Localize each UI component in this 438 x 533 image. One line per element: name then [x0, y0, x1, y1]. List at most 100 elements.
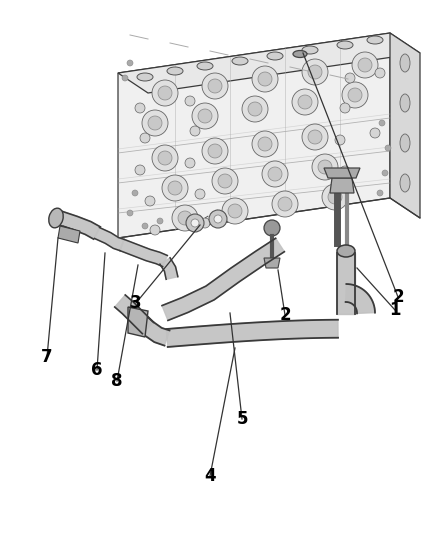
Circle shape	[272, 191, 298, 217]
Polygon shape	[390, 33, 420, 218]
Circle shape	[185, 158, 195, 168]
Circle shape	[192, 103, 218, 129]
Polygon shape	[160, 258, 178, 279]
Circle shape	[214, 215, 222, 223]
Circle shape	[208, 79, 222, 93]
Circle shape	[242, 96, 268, 122]
Circle shape	[264, 220, 280, 236]
Circle shape	[127, 210, 133, 216]
Circle shape	[379, 120, 385, 126]
Text: 1: 1	[389, 301, 401, 319]
Polygon shape	[58, 226, 80, 243]
Text: 3: 3	[130, 294, 142, 312]
Polygon shape	[330, 178, 354, 193]
Circle shape	[162, 175, 188, 201]
Circle shape	[252, 66, 278, 92]
Polygon shape	[118, 33, 420, 93]
Circle shape	[335, 135, 345, 145]
Circle shape	[318, 160, 332, 174]
Circle shape	[312, 154, 338, 180]
Polygon shape	[115, 295, 154, 334]
Polygon shape	[166, 320, 338, 347]
Circle shape	[348, 88, 362, 102]
Polygon shape	[118, 33, 390, 238]
Circle shape	[142, 223, 148, 229]
Circle shape	[127, 60, 133, 66]
Circle shape	[202, 73, 228, 99]
Polygon shape	[337, 253, 355, 314]
Ellipse shape	[400, 134, 410, 152]
Text: 7: 7	[41, 348, 53, 366]
Circle shape	[145, 196, 155, 206]
Circle shape	[122, 75, 128, 81]
Circle shape	[358, 58, 372, 72]
Polygon shape	[58, 212, 100, 239]
Circle shape	[185, 96, 195, 106]
Circle shape	[298, 95, 312, 109]
Circle shape	[178, 211, 192, 225]
Circle shape	[352, 52, 378, 78]
Circle shape	[222, 198, 248, 224]
Ellipse shape	[337, 41, 353, 49]
Circle shape	[157, 218, 163, 224]
Circle shape	[340, 166, 350, 176]
Ellipse shape	[337, 245, 355, 257]
Circle shape	[191, 219, 199, 227]
Circle shape	[258, 137, 272, 151]
Circle shape	[340, 103, 350, 113]
Polygon shape	[162, 238, 284, 320]
Circle shape	[152, 145, 178, 171]
Polygon shape	[324, 168, 360, 178]
Circle shape	[385, 145, 391, 151]
Circle shape	[172, 205, 198, 231]
Circle shape	[168, 181, 182, 195]
Circle shape	[212, 168, 238, 194]
Circle shape	[186, 214, 204, 232]
Circle shape	[135, 103, 145, 113]
Circle shape	[342, 82, 368, 108]
Polygon shape	[346, 284, 375, 313]
Circle shape	[302, 59, 328, 85]
Text: 2: 2	[279, 306, 291, 324]
Circle shape	[345, 73, 355, 83]
Circle shape	[190, 126, 200, 136]
Circle shape	[292, 89, 318, 115]
Polygon shape	[264, 258, 280, 268]
Circle shape	[202, 138, 228, 164]
Circle shape	[158, 151, 172, 165]
Ellipse shape	[49, 208, 63, 228]
Ellipse shape	[232, 57, 248, 65]
Circle shape	[200, 218, 210, 228]
Ellipse shape	[293, 51, 307, 58]
Circle shape	[140, 133, 150, 143]
Circle shape	[132, 190, 138, 196]
Circle shape	[278, 197, 292, 211]
Circle shape	[150, 225, 160, 235]
Circle shape	[158, 86, 172, 100]
Polygon shape	[95, 228, 124, 251]
Circle shape	[142, 110, 168, 136]
Circle shape	[268, 167, 282, 181]
Ellipse shape	[302, 46, 318, 54]
Text: 5: 5	[236, 410, 248, 428]
Circle shape	[308, 65, 322, 79]
Polygon shape	[120, 239, 167, 266]
Circle shape	[195, 189, 205, 199]
Circle shape	[370, 128, 380, 138]
Ellipse shape	[137, 73, 153, 81]
Circle shape	[377, 190, 383, 196]
Circle shape	[258, 72, 272, 86]
Ellipse shape	[267, 52, 283, 60]
Ellipse shape	[167, 67, 183, 75]
Circle shape	[248, 102, 262, 116]
Circle shape	[328, 190, 342, 204]
Text: 6: 6	[91, 361, 103, 379]
Ellipse shape	[400, 54, 410, 72]
Ellipse shape	[367, 36, 383, 44]
Circle shape	[382, 170, 388, 176]
Circle shape	[218, 174, 232, 188]
Circle shape	[228, 204, 242, 218]
Circle shape	[135, 165, 145, 175]
Ellipse shape	[197, 62, 213, 70]
Text: 4: 4	[204, 467, 216, 485]
